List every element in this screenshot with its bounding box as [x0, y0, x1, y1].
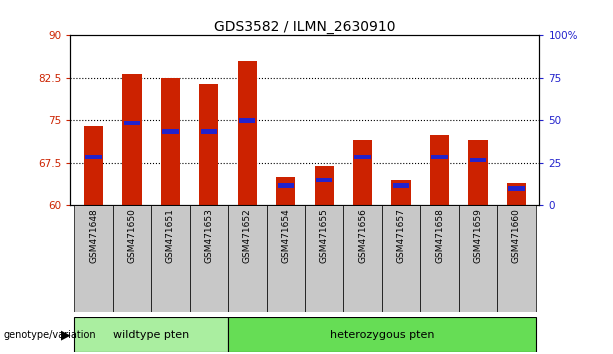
- Bar: [123, 74, 142, 205]
- Bar: [199, 84, 218, 205]
- Bar: [507, 183, 526, 205]
- Bar: [151, 205, 189, 312]
- Text: GSM471651: GSM471651: [166, 209, 175, 263]
- Bar: [276, 177, 295, 205]
- Text: GSM471653: GSM471653: [204, 209, 213, 263]
- Bar: [267, 205, 305, 312]
- Bar: [162, 130, 178, 134]
- Bar: [316, 178, 332, 182]
- Text: wildtype pten: wildtype pten: [113, 330, 189, 339]
- Bar: [459, 205, 497, 312]
- Bar: [84, 126, 103, 205]
- Bar: [393, 183, 409, 188]
- Bar: [468, 140, 487, 205]
- Text: GSM471657: GSM471657: [397, 209, 406, 263]
- Bar: [189, 205, 228, 312]
- Bar: [228, 317, 536, 352]
- Text: ▶: ▶: [61, 328, 71, 341]
- Bar: [238, 61, 257, 205]
- Bar: [314, 166, 334, 205]
- Bar: [124, 121, 140, 125]
- Text: GSM471658: GSM471658: [435, 209, 444, 263]
- Bar: [200, 130, 217, 134]
- Bar: [228, 205, 267, 312]
- Text: GSM471656: GSM471656: [358, 209, 367, 263]
- Text: GSM471650: GSM471650: [128, 209, 137, 263]
- Bar: [354, 155, 371, 159]
- Bar: [392, 180, 411, 205]
- Bar: [278, 183, 294, 188]
- Bar: [239, 118, 256, 122]
- Bar: [161, 78, 180, 205]
- Bar: [74, 205, 113, 312]
- Text: GSM471655: GSM471655: [320, 209, 329, 263]
- Text: GSM471660: GSM471660: [512, 209, 521, 263]
- Text: GSM471652: GSM471652: [243, 209, 252, 263]
- Bar: [74, 317, 228, 352]
- Text: GSM471659: GSM471659: [473, 209, 482, 263]
- Bar: [382, 205, 421, 312]
- Bar: [430, 135, 449, 205]
- Bar: [470, 158, 486, 162]
- Bar: [353, 140, 372, 205]
- Bar: [497, 205, 536, 312]
- Text: genotype/variation: genotype/variation: [3, 330, 96, 339]
- Bar: [85, 155, 102, 159]
- Text: GSM471648: GSM471648: [89, 209, 98, 263]
- Bar: [305, 205, 343, 312]
- Bar: [432, 155, 447, 159]
- Title: GDS3582 / ILMN_2630910: GDS3582 / ILMN_2630910: [214, 21, 396, 34]
- Bar: [113, 205, 151, 312]
- Text: GSM471654: GSM471654: [281, 209, 290, 263]
- Bar: [343, 205, 382, 312]
- Bar: [421, 205, 459, 312]
- Text: heterozygous pten: heterozygous pten: [330, 330, 434, 339]
- Bar: [508, 186, 525, 190]
